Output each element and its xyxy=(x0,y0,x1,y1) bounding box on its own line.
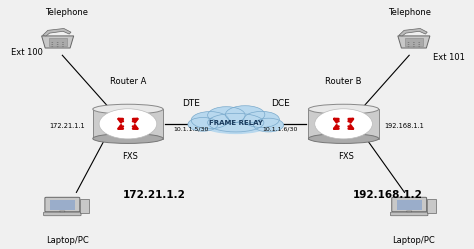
Circle shape xyxy=(413,42,415,43)
Text: 10.1.1.6/30: 10.1.1.6/30 xyxy=(263,126,298,131)
Ellipse shape xyxy=(309,104,379,114)
Text: Router A: Router A xyxy=(110,77,146,86)
Ellipse shape xyxy=(208,107,245,124)
Circle shape xyxy=(62,44,64,45)
Ellipse shape xyxy=(208,113,264,132)
Text: Laptop/PC: Laptop/PC xyxy=(46,237,88,246)
FancyBboxPatch shape xyxy=(392,197,427,212)
FancyBboxPatch shape xyxy=(45,197,80,212)
Polygon shape xyxy=(93,109,163,138)
Text: Ext 100: Ext 100 xyxy=(11,48,43,57)
Polygon shape xyxy=(407,211,412,213)
Circle shape xyxy=(413,44,415,45)
Text: 172.21.1.2: 172.21.1.2 xyxy=(123,190,186,200)
Text: FRAME RELAY: FRAME RELAY xyxy=(209,120,263,125)
Text: FXS: FXS xyxy=(122,152,138,161)
Ellipse shape xyxy=(205,120,266,134)
Text: 192.168.1.1: 192.168.1.1 xyxy=(384,123,424,129)
Circle shape xyxy=(419,42,420,43)
Circle shape xyxy=(419,44,420,45)
FancyBboxPatch shape xyxy=(80,199,89,213)
FancyBboxPatch shape xyxy=(44,212,81,216)
Ellipse shape xyxy=(93,134,163,143)
Text: Telephone: Telephone xyxy=(46,8,89,17)
Circle shape xyxy=(62,42,64,43)
Text: DTE: DTE xyxy=(182,99,200,108)
Circle shape xyxy=(413,46,415,47)
Ellipse shape xyxy=(244,111,279,127)
Text: Router B: Router B xyxy=(325,77,362,86)
Circle shape xyxy=(408,46,410,47)
Circle shape xyxy=(57,44,58,45)
Text: FXS: FXS xyxy=(338,152,354,161)
Circle shape xyxy=(57,46,58,47)
Text: Laptop/PC: Laptop/PC xyxy=(392,237,435,246)
Ellipse shape xyxy=(93,104,163,114)
FancyBboxPatch shape xyxy=(49,38,66,46)
Text: 172.21.1.1: 172.21.1.1 xyxy=(49,123,85,129)
Text: 192.168.1.2: 192.168.1.2 xyxy=(353,190,423,200)
Circle shape xyxy=(62,46,64,47)
Ellipse shape xyxy=(226,106,265,123)
Text: DCE: DCE xyxy=(271,99,290,108)
Circle shape xyxy=(51,42,53,43)
FancyBboxPatch shape xyxy=(397,200,422,210)
FancyBboxPatch shape xyxy=(50,200,75,210)
Polygon shape xyxy=(42,36,73,48)
Ellipse shape xyxy=(254,118,283,132)
Circle shape xyxy=(408,44,410,45)
Text: Ext 101: Ext 101 xyxy=(433,53,465,62)
Circle shape xyxy=(51,44,53,45)
Ellipse shape xyxy=(309,134,379,143)
Polygon shape xyxy=(399,28,427,36)
FancyBboxPatch shape xyxy=(427,199,436,213)
Circle shape xyxy=(315,109,373,139)
Polygon shape xyxy=(398,36,430,48)
Text: 10.1.1.5/30: 10.1.1.5/30 xyxy=(173,126,209,131)
Circle shape xyxy=(408,42,410,43)
Polygon shape xyxy=(60,211,65,213)
Text: Telephone: Telephone xyxy=(388,8,431,17)
Ellipse shape xyxy=(191,112,229,129)
Circle shape xyxy=(57,42,58,43)
Circle shape xyxy=(51,46,53,47)
Ellipse shape xyxy=(188,118,218,131)
Circle shape xyxy=(419,46,420,47)
FancyBboxPatch shape xyxy=(391,212,428,216)
Circle shape xyxy=(99,109,157,139)
Polygon shape xyxy=(309,109,379,138)
Polygon shape xyxy=(43,28,71,36)
FancyBboxPatch shape xyxy=(405,38,423,46)
